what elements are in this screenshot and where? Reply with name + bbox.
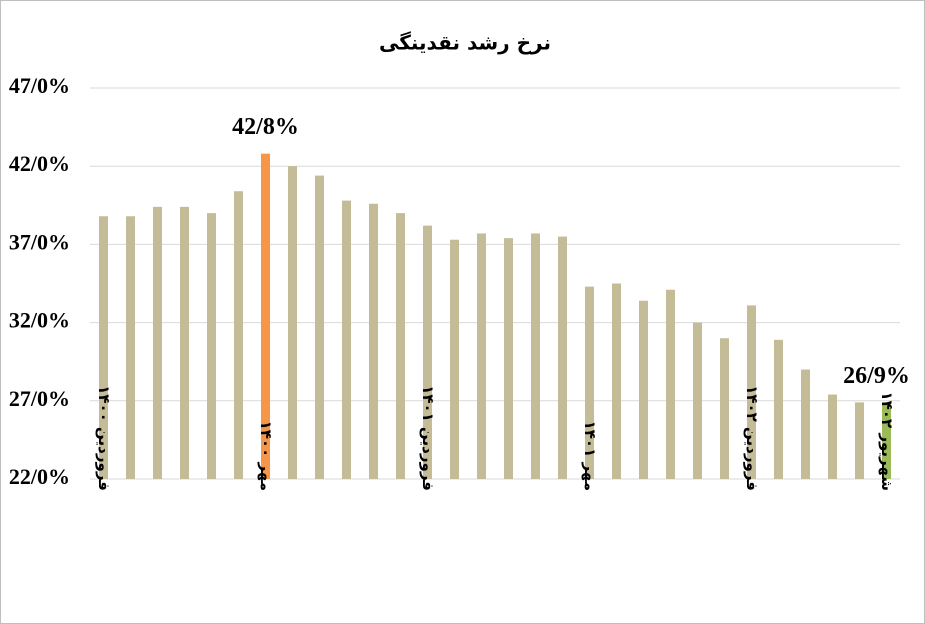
bar [234, 191, 243, 479]
x-tick-label: شهریور ۱۴۰۲ [878, 391, 896, 491]
y-tick-label: 27/0% [9, 386, 70, 411]
bar [477, 233, 486, 479]
y-tick-label: 22/0% [9, 464, 70, 489]
bar [774, 339, 783, 479]
bar [720, 338, 729, 479]
bar [369, 203, 378, 479]
x-tick-label: فروردین ۱۴۰۱ [419, 385, 437, 491]
bar [342, 200, 351, 479]
bar [261, 153, 270, 480]
data-label: 42/8% [232, 114, 299, 140]
data-label: 26/9% [843, 363, 910, 389]
bar [423, 225, 432, 479]
y-tick-label: 47/0% [9, 73, 70, 98]
bar [531, 233, 540, 479]
chart-title: نرخ رشد نقدینگی [379, 31, 551, 55]
bar [288, 166, 297, 479]
bar [585, 286, 594, 479]
bar [450, 239, 459, 479]
bar [207, 213, 216, 479]
bar [558, 236, 567, 479]
bar [612, 283, 621, 479]
y-tick-label: 32/0% [9, 308, 70, 333]
bar [747, 305, 756, 479]
bar [801, 369, 810, 479]
bar [153, 206, 162, 479]
bar [882, 402, 891, 479]
bar [828, 394, 837, 479]
bar [99, 216, 108, 480]
y-tick-label: 42/0% [9, 151, 70, 176]
bar [693, 322, 702, 479]
x-tick-label: مهر ۱۴۰۰ [257, 421, 275, 491]
bar [315, 175, 324, 480]
bar [639, 300, 648, 479]
bar [666, 289, 675, 479]
x-tick-label: فروردین ۱۴۰۰ [95, 385, 113, 491]
x-tick-label: فروردین ۱۴۰۲ [743, 385, 761, 491]
x-tick-label: مهر ۱۴۰۱ [581, 421, 599, 491]
bar [180, 206, 189, 479]
bar [126, 216, 135, 480]
bar [396, 213, 405, 479]
bar [855, 402, 864, 479]
y-tick-label: 37/0% [9, 229, 70, 254]
bar [504, 238, 513, 479]
